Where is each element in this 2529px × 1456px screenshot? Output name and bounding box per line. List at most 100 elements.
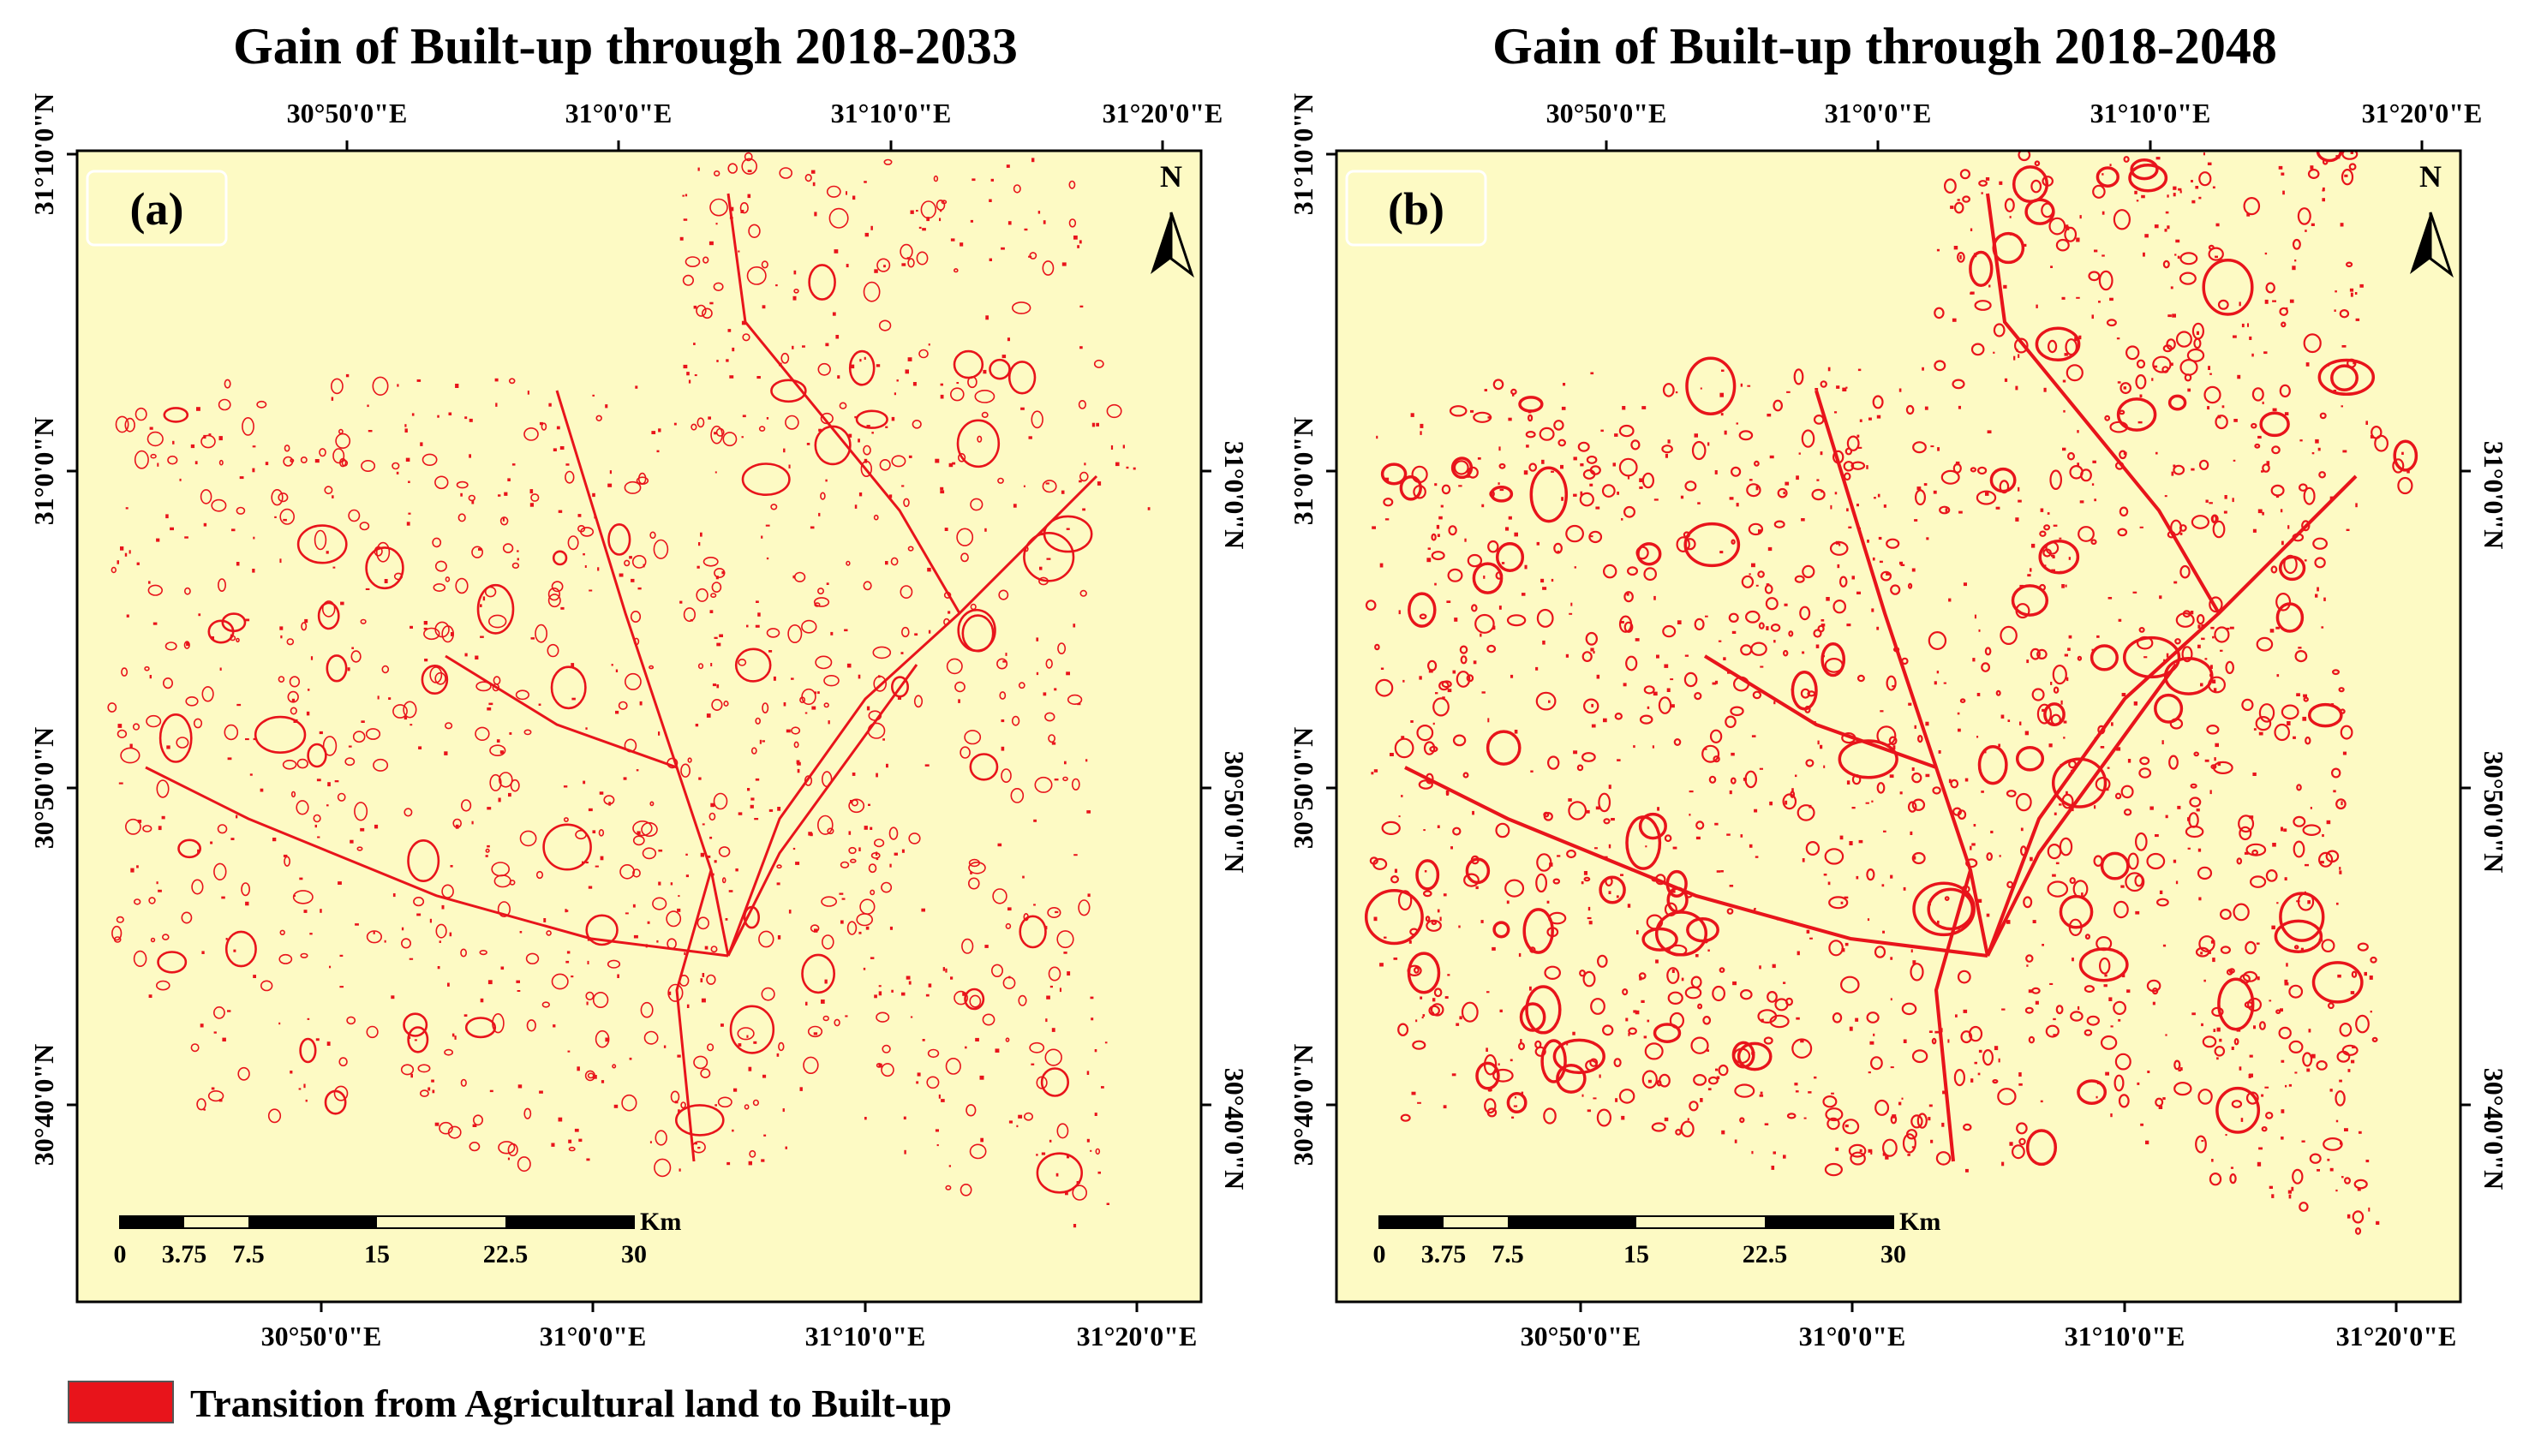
panel-b-left-latitude-axis	[1326, 152, 1336, 1107]
built-up-speckle	[910, 1016, 913, 1018]
built-up-speckle	[1773, 640, 1776, 643]
built-up-speckle	[410, 1073, 413, 1078]
built-up-speckle	[451, 1033, 455, 1037]
built-up-speckle	[1020, 407, 1025, 410]
built-up-speckle	[901, 263, 906, 266]
built-up-transition-patch	[207, 1089, 224, 1102]
built-up-speckle	[2253, 1025, 2256, 1029]
built-up-speckle	[825, 479, 828, 482]
built-up-speckle	[1856, 504, 1859, 507]
built-up-speckle	[1645, 845, 1647, 848]
built-up-speckle	[566, 951, 571, 954]
built-up-transition-patch	[960, 1184, 972, 1196]
built-up-speckle	[2211, 1159, 2214, 1162]
built-up-speckle	[1885, 1155, 1889, 1160]
built-up-transition-patch	[913, 695, 924, 708]
built-up-transition-patch	[2015, 792, 2032, 812]
built-up-speckle	[1816, 479, 1820, 481]
built-up-speckle	[2350, 292, 2353, 297]
built-up-transition-patch	[964, 988, 985, 1011]
built-up-speckle	[1959, 255, 1962, 260]
built-up-speckle	[990, 178, 994, 182]
built-up-transition-patch	[1068, 180, 1076, 189]
built-up-transition-patch	[758, 930, 774, 948]
built-up-transition-patch	[526, 1019, 536, 1032]
built-up-speckle	[965, 1046, 967, 1049]
built-up-speckle	[1900, 564, 1905, 566]
built-up-speckle	[1622, 406, 1626, 410]
built-up-transition-patch	[1522, 908, 1554, 954]
built-up-speckle	[2023, 243, 2027, 247]
built-up-speckle	[1740, 383, 1743, 387]
built-up-transition-patch	[2193, 751, 2200, 757]
built-up-speckle	[299, 877, 303, 880]
panel-b-top-lon-label-2: 31°0'0"E	[1825, 98, 1932, 128]
built-up-transition-patch	[1731, 539, 1736, 545]
built-up-transition-patch	[729, 1005, 775, 1054]
built-up-speckle	[2315, 594, 2318, 598]
built-up-speckle	[517, 990, 521, 992]
built-up-speckle	[451, 632, 454, 636]
built-up-transition-patch	[489, 744, 506, 757]
built-up-speckle	[2209, 673, 2212, 677]
built-up-speckle	[1855, 1017, 1859, 1022]
built-up-transition-patch	[547, 594, 561, 608]
built-up-speckle	[2376, 1220, 2380, 1225]
built-up-transition-patch	[1805, 759, 1815, 767]
built-up-transition-patch	[702, 256, 709, 264]
built-up-speckle	[1505, 527, 1510, 531]
built-up-speckle	[1486, 1047, 1488, 1052]
built-up-speckle	[1876, 626, 1880, 630]
built-up-speckle	[592, 830, 596, 833]
built-up-speckle	[906, 976, 911, 980]
built-up-speckle	[1981, 192, 1983, 194]
built-up-transition-patch	[2179, 252, 2198, 266]
built-up-speckle	[1591, 724, 1596, 728]
built-up-speckle	[733, 1088, 738, 1092]
built-up-speckle	[608, 802, 611, 806]
built-up-speckle	[1970, 845, 1972, 850]
built-up-speckle	[2318, 938, 2323, 942]
built-up-transition-patch	[2209, 596, 2223, 613]
built-up-speckle	[2247, 323, 2249, 327]
built-up-speckle	[609, 470, 612, 474]
built-up-speckle	[1090, 996, 1094, 1000]
built-up-transition-patch	[954, 681, 966, 693]
built-up-speckle	[2137, 421, 2143, 424]
built-up-transition-patch	[241, 882, 250, 897]
built-up-speckle	[120, 546, 124, 551]
built-up-speckle	[384, 940, 386, 943]
built-up-speckle	[649, 1141, 652, 1143]
built-up-speckle	[636, 769, 639, 772]
built-up-transition-patch	[2097, 725, 2106, 735]
built-up-speckle	[2191, 468, 2195, 471]
built-up-speckle	[2132, 591, 2137, 594]
built-up-speckle	[1707, 949, 1710, 952]
built-up-speckle	[1965, 1168, 1969, 1173]
built-up-speckle	[303, 910, 308, 913]
built-up-speckle	[407, 1036, 411, 1039]
built-up-speckle	[1097, 481, 1102, 486]
built-up-transition-patch	[1697, 1003, 1703, 1010]
built-up-transition-patch	[693, 1055, 708, 1070]
built-up-speckle	[2118, 618, 2122, 622]
built-up-speckle	[1082, 508, 1085, 511]
built-up-speckle	[1844, 942, 1849, 946]
built-up-speckle	[695, 724, 699, 727]
built-up-speckle	[1408, 940, 1412, 944]
built-up-transition-patch	[649, 801, 655, 807]
built-up-speckle	[910, 210, 914, 214]
built-up-transition-patch	[457, 513, 466, 522]
built-up-speckle	[2191, 180, 2193, 182]
built-up-transition-patch	[2175, 331, 2192, 348]
built-up-transition-patch	[2301, 520, 2311, 532]
built-up-speckle	[1937, 920, 1940, 924]
built-up-speckle	[2252, 773, 2257, 776]
built-up-speckle	[418, 746, 422, 749]
built-up-speckle	[2173, 186, 2177, 190]
built-up-speckle	[935, 1129, 939, 1132]
built-up-speckle	[2196, 809, 2200, 812]
built-up-speckle	[439, 940, 441, 943]
built-up-speckle	[1652, 745, 1654, 749]
built-up-transition-patch	[1737, 1041, 1773, 1071]
